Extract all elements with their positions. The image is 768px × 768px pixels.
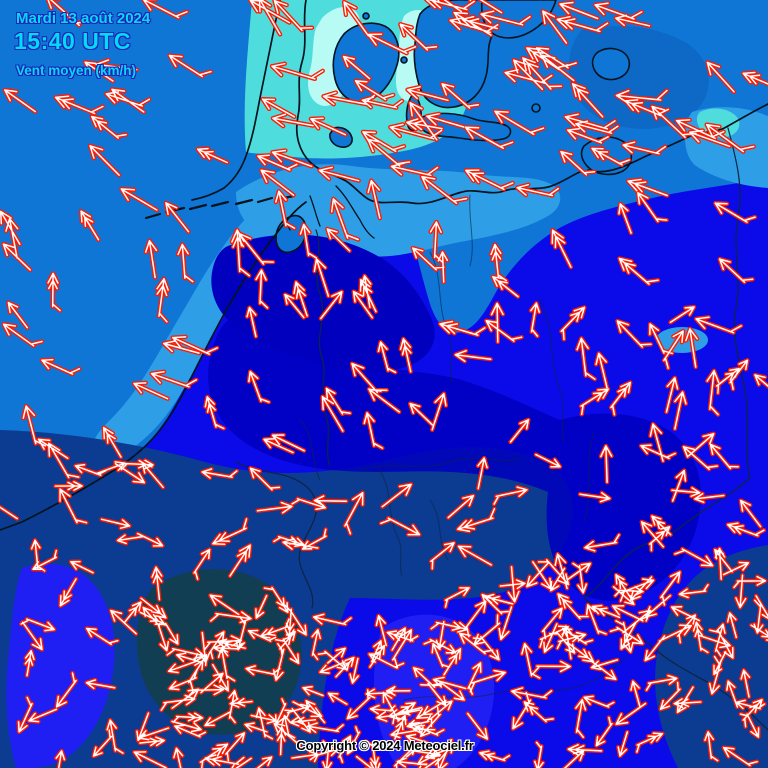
coast-dutch-belgian: [0, 201, 307, 531]
island-samsoe: [400, 56, 408, 64]
map-time: 15:40 UTC: [14, 28, 131, 54]
island-moen: [531, 103, 541, 113]
border-be-lux: [235, 461, 317, 609]
island-bornholm: [591, 47, 631, 81]
border-nl-de: [315, 229, 331, 467]
contour-navy-southwest: [0, 430, 573, 768]
map-parameter-label: Vent moyen (km/h): [16, 63, 137, 78]
map-date: Mardi 13 août 2024: [16, 10, 151, 27]
island-anholt: [362, 12, 370, 20]
border-de-pl: [727, 127, 751, 479]
coast-jutland-west: [191, 0, 281, 201]
estuary-weser: [309, 195, 321, 227]
estuary-elbe: [335, 185, 375, 239]
copyright-label: Copyright © 2024 Meteociel.fr: [296, 738, 474, 753]
